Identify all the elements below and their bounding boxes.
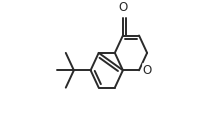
Text: O: O bbox=[118, 1, 127, 14]
Text: O: O bbox=[143, 64, 152, 77]
